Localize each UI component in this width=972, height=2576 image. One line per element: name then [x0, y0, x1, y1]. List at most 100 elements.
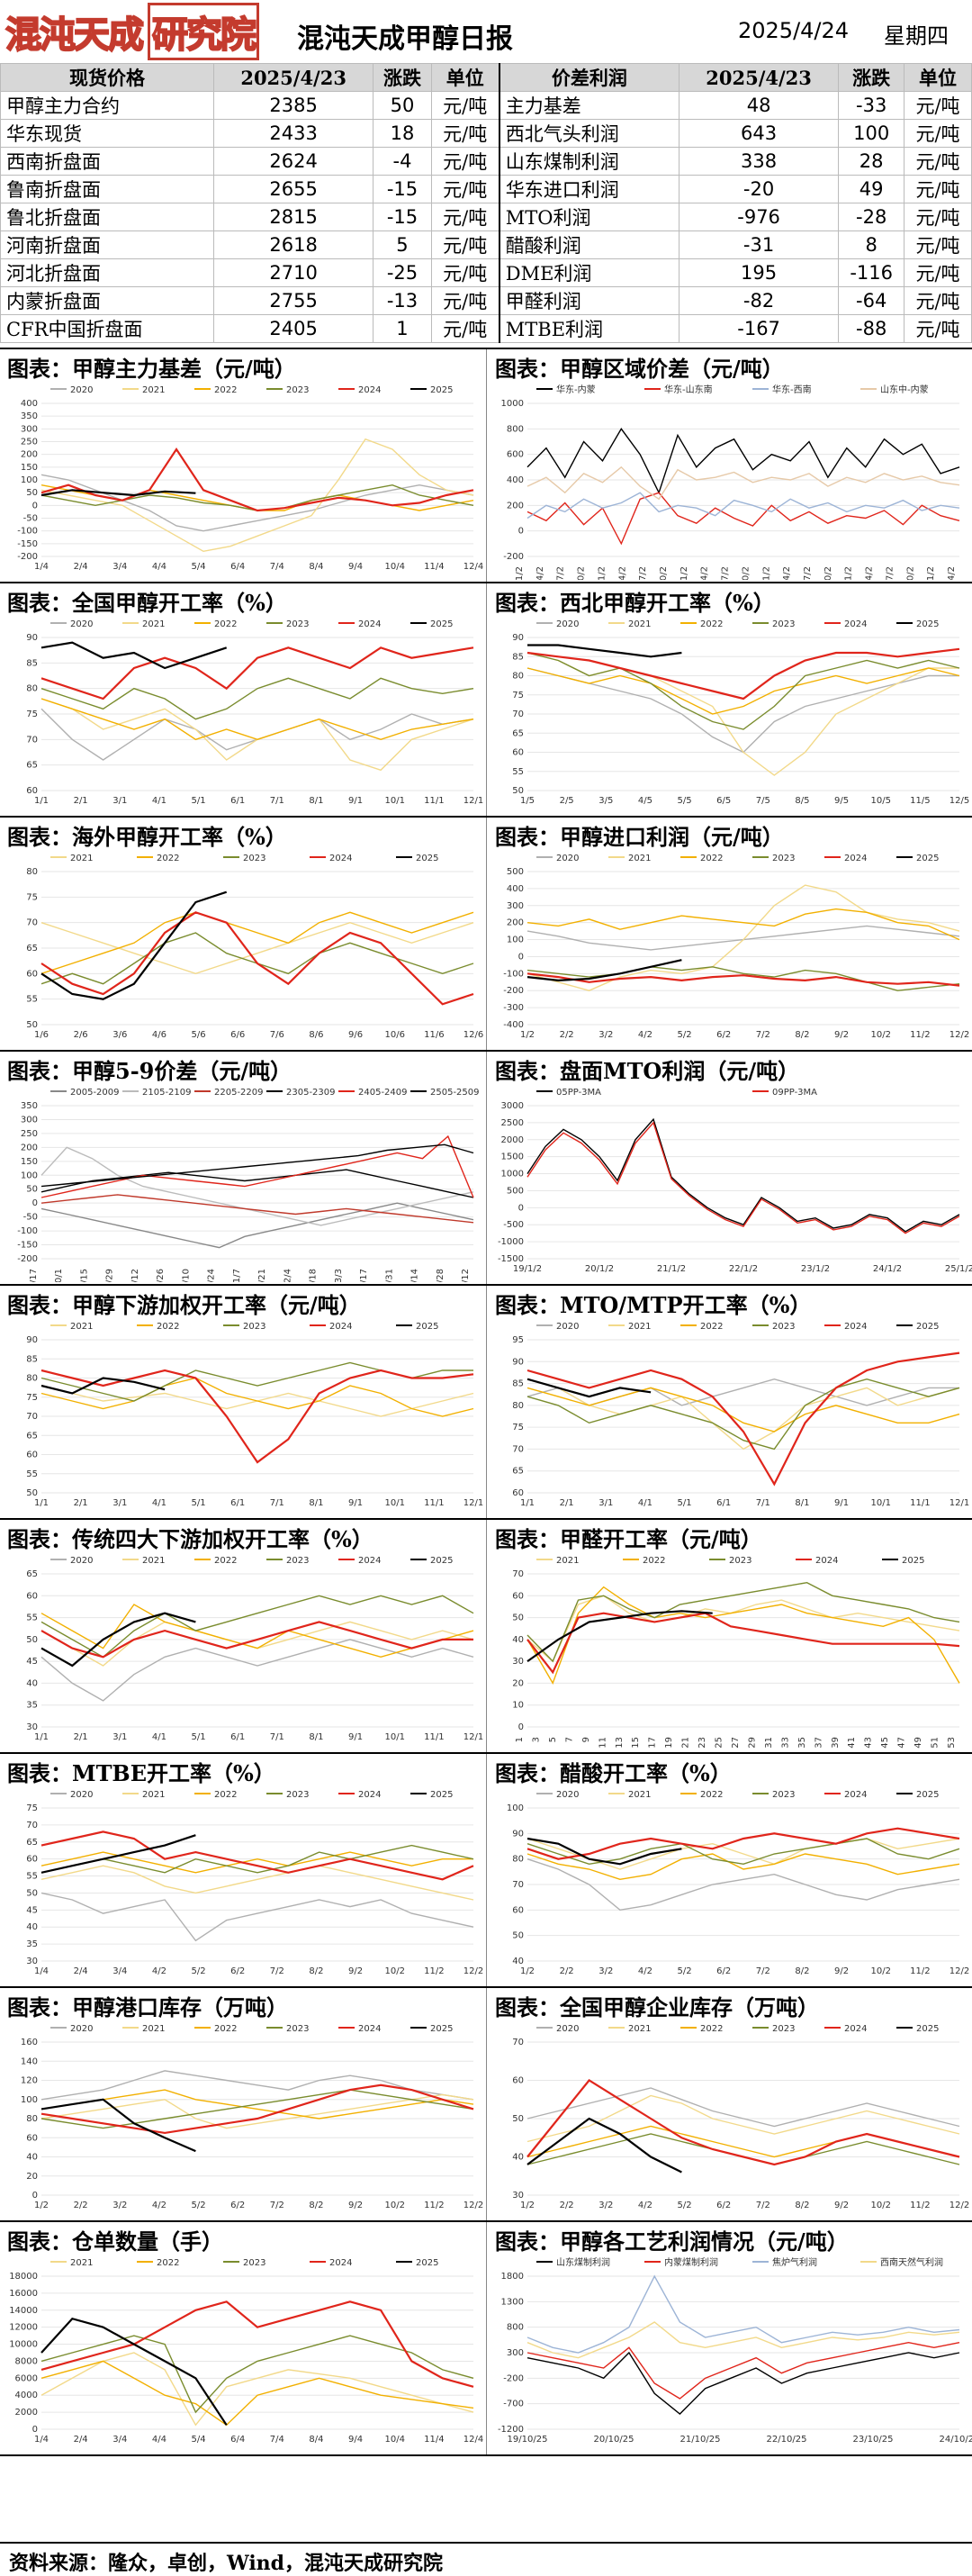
- series-line-2021: [526, 1595, 960, 1663]
- x-tick-label: 24/1/2: [873, 1264, 902, 1274]
- table-cell: 元/吨: [904, 147, 972, 176]
- x-tick-label: 1/4: [34, 1966, 49, 1976]
- x-tick-label: 10/1: [870, 1498, 890, 1508]
- y-tick-label: 400: [507, 475, 524, 485]
- x-tick-label: 2/2: [560, 2201, 574, 2210]
- x-tick-label: 9/4: [348, 2435, 363, 2445]
- series-line-2024: [40, 646, 474, 700]
- table-cell: 元/吨: [904, 119, 972, 148]
- y-tick-label: 300: [507, 2348, 524, 2358]
- panel-divider: [486, 2222, 487, 2454]
- chart-panel: 图表：甲醇进口利润（元/吨） 500 400 300 200 100 0 -100 -200 -3…: [486, 818, 972, 1050]
- y-tick-label: -100: [503, 969, 524, 979]
- y-tick-label: 80: [26, 1374, 38, 1384]
- series-line-2020: [40, 2070, 474, 2101]
- table-cell: 643: [678, 119, 840, 148]
- legend-label: 2022: [214, 1556, 237, 1566]
- x-tick-label: 3/2: [112, 2201, 127, 2210]
- x-tick-label: 5/4: [191, 562, 205, 572]
- table-cell: 2655: [212, 175, 374, 203]
- legend-label: 2024: [358, 1556, 381, 1566]
- legend-label: 西南天然气利润: [880, 2256, 943, 2268]
- series-line-2024: [526, 1351, 960, 1487]
- x-tick-label: 2/1: [74, 796, 88, 806]
- series-line-2025: [40, 890, 228, 1000]
- x-tick-label: 4/14: [410, 1269, 420, 1282]
- y-tick-label: 65: [512, 728, 524, 738]
- x-tick-label: 6/2: [230, 1966, 245, 1976]
- x-tick-label: 8/1: [309, 1498, 323, 1508]
- series-line-2023: [526, 1581, 960, 1663]
- table-cell: 2433: [212, 119, 374, 148]
- legend-label: 2021: [70, 1322, 93, 1332]
- y-tick-label: 85: [512, 652, 524, 662]
- series-line-2022: [40, 698, 474, 741]
- x-tick-label: 2/1: [560, 1498, 574, 1508]
- y-tick-label: 60: [512, 1591, 524, 1601]
- series-line--: [526, 492, 960, 520]
- table-cell: 5: [373, 230, 432, 259]
- x-tick-label: 10/4: [384, 562, 404, 572]
- legend-label: 华东-西南: [772, 384, 812, 395]
- legend-label: 2023: [729, 1556, 752, 1566]
- chart-svg: 3000 2500 2000 1500 1000 500 0 -500 -1000 -150019…: [498, 1088, 972, 1274]
- table-cell: 元/吨: [430, 147, 500, 176]
- y-tick-label: 20: [26, 2172, 38, 2182]
- legend-label: 2021: [142, 385, 165, 395]
- section-divider: [0, 2220, 972, 2222]
- series-line-2025: [40, 1377, 166, 1395]
- x-tick-label: 11/2: [424, 2201, 444, 2210]
- y-tick-label: -700: [503, 2400, 524, 2409]
- x-tick-label: 23/10/25: [853, 2435, 894, 2445]
- chart-svg: 1000 800 600 400 200 0 -200 20/1/2 20/4/2 20/7/2 2…: [501, 384, 960, 580]
- y-tick-label: 75: [26, 1393, 38, 1403]
- x-tick-label: 6/2: [716, 1030, 731, 1040]
- x-tick-label: 7/1: [756, 1498, 770, 1508]
- y-tick-label: 55: [26, 1872, 38, 1882]
- y-tick-label: -200: [503, 2373, 524, 2383]
- y-tick-label: 90: [512, 1357, 524, 1367]
- legend-label: 2021: [142, 619, 165, 629]
- legend-label: 2021: [142, 1556, 165, 1566]
- y-tick-label: 65: [26, 1569, 38, 1579]
- x-tick-label: 17: [648, 1737, 658, 1749]
- y-tick-label: 1300: [501, 2297, 524, 2307]
- section-divider: [0, 1050, 972, 1052]
- x-tick-label: 7/1: [270, 796, 284, 806]
- y-tick-label: 70: [26, 735, 38, 745]
- x-tick-label: 11: [598, 1737, 608, 1749]
- series-line-2025: [40, 1834, 196, 1874]
- series-line-09PP-3MA: [526, 1121, 960, 1234]
- x-tick-label: 8/5: [795, 796, 809, 806]
- series-line-2023: [40, 1361, 473, 1402]
- y-tick-label: 60: [26, 1591, 38, 1601]
- x-tick-label: 6/1: [230, 1732, 245, 1742]
- y-tick-label: 70: [26, 1412, 38, 1422]
- x-tick-label: 9/4: [348, 562, 363, 572]
- x-tick-label: 10/1: [384, 1732, 404, 1742]
- chart-panel: 图表：甲醇主力基差（元/吨） 400 350 300 250 200 150 100 50 0 -5…: [0, 349, 486, 582]
- x-tick-label: 7/5: [756, 796, 770, 806]
- table-cell: 18: [373, 119, 432, 148]
- table-cell: 河南折盘面: [0, 230, 214, 259]
- x-tick-label: 1/6: [34, 1030, 49, 1040]
- x-tick-label: 19/1/2: [513, 1264, 542, 1274]
- x-tick-label: 3/31: [384, 1269, 394, 1282]
- legend-label: 2023: [243, 1322, 266, 1332]
- legend-label: 2024: [844, 619, 867, 629]
- source-note: 资料来源：隆众，卓创，Wind，混沌天成研究院: [9, 2552, 444, 2575]
- x-tick-label: 24/4/2: [865, 566, 875, 580]
- table-cell: -33: [838, 91, 905, 120]
- table-cell: -31: [678, 230, 840, 259]
- x-tick-label: 23/7/2: [803, 566, 813, 580]
- x-tick-label: 2/4: [74, 1966, 88, 1976]
- table-cell: 元/吨: [430, 119, 500, 148]
- table-cell: 元/吨: [904, 258, 972, 287]
- y-tick-label: -100: [17, 1226, 38, 1236]
- y-tick-label: 40: [512, 1635, 524, 1645]
- x-tick-label: 11/1: [424, 1498, 444, 1508]
- chart-svg: 70 60 50 40 301/2 2/2 3/2 4/2 5/2 6/2 7/2 8/2 9/2 10/…: [512, 2024, 969, 2210]
- legend-label: 2020: [70, 385, 93, 395]
- chart-svg: 90 85 80 75 70 65 60 55 501/1 2/1 3/1 4/1 5/1 6/1 7/1 8…: [26, 1322, 483, 1508]
- y-tick-label: 80: [512, 1855, 524, 1865]
